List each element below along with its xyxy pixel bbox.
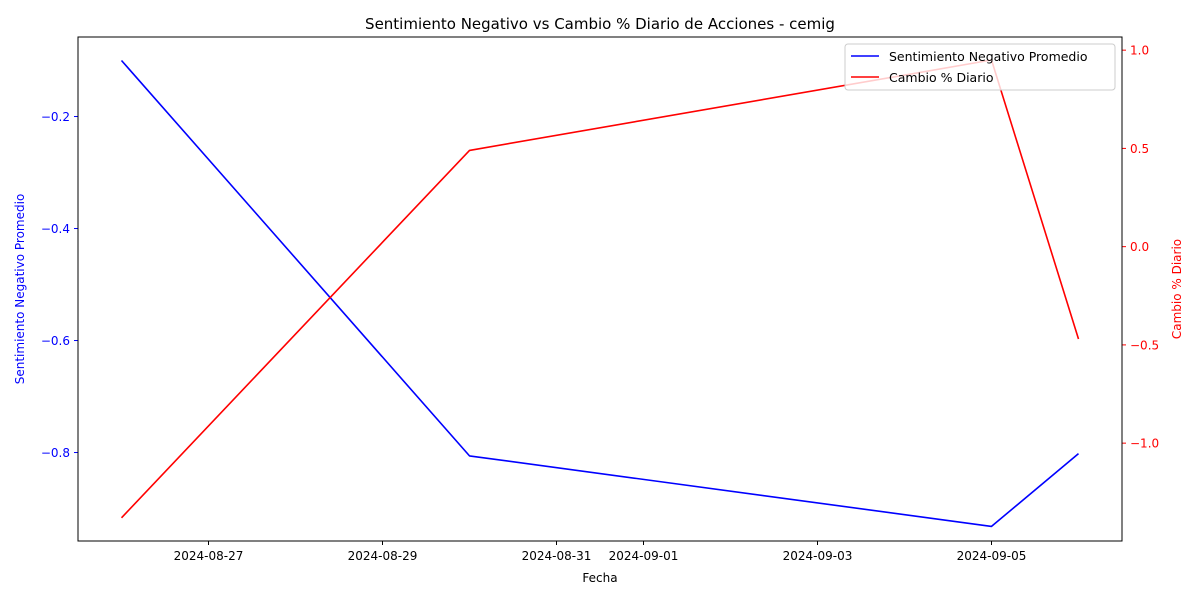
right-axis-ticks: 1.0 0.5 0.0 −0.5 −1.0 bbox=[1122, 44, 1159, 451]
series-line-sentimiento bbox=[120, 59, 1080, 528]
x-tick-label: 2024-08-29 bbox=[348, 549, 418, 563]
left-tick-label: −0.8 bbox=[41, 446, 70, 460]
legend-label-sentimiento: Sentimiento Negativo Promedio bbox=[889, 49, 1088, 64]
x-tick-label: 2024-09-01 bbox=[609, 549, 679, 563]
x-tick-label: 2024-08-27 bbox=[174, 549, 244, 563]
plot-frame bbox=[77, 36, 1123, 542]
left-tick-label: −0.6 bbox=[41, 334, 70, 348]
series-line-cambio bbox=[120, 59, 1080, 519]
left-tick-label: −0.2 bbox=[41, 110, 70, 124]
x-axis-ticks: 2024-08-27 2024-08-29 2024-08-31 2024-09-01… bbox=[174, 541, 1027, 563]
x-axis-label: Fecha bbox=[582, 571, 617, 585]
right-tick-label: −1.0 bbox=[1130, 437, 1159, 451]
right-axis-label: Cambio % Diario bbox=[1170, 239, 1184, 339]
x-tick-label: 2024-09-03 bbox=[783, 549, 853, 563]
right-tick-label: 0.5 bbox=[1130, 142, 1149, 156]
left-axis-label: Sentimiento Negativo Promedio bbox=[13, 194, 27, 385]
legend: Sentimiento Negativo Promedio Cambio % D… bbox=[844, 43, 1116, 91]
right-tick-label: 1.0 bbox=[1130, 44, 1149, 58]
right-tick-label: 0.0 bbox=[1130, 240, 1149, 254]
chart-title: Sentimiento Negativo vs Cambio % Diario … bbox=[365, 15, 835, 33]
left-tick-label: −0.4 bbox=[41, 222, 70, 236]
series-layer bbox=[120, 59, 1080, 528]
legend-box bbox=[844, 43, 1116, 91]
legend-label-cambio: Cambio % Diario bbox=[889, 70, 993, 85]
x-tick-label: 2024-08-31 bbox=[522, 549, 592, 563]
x-tick-label: 2024-09-05 bbox=[957, 549, 1027, 563]
right-tick-label: −0.5 bbox=[1130, 338, 1159, 352]
left-axis-ticks: −0.2 −0.4 −0.6 −0.8 bbox=[41, 110, 78, 460]
